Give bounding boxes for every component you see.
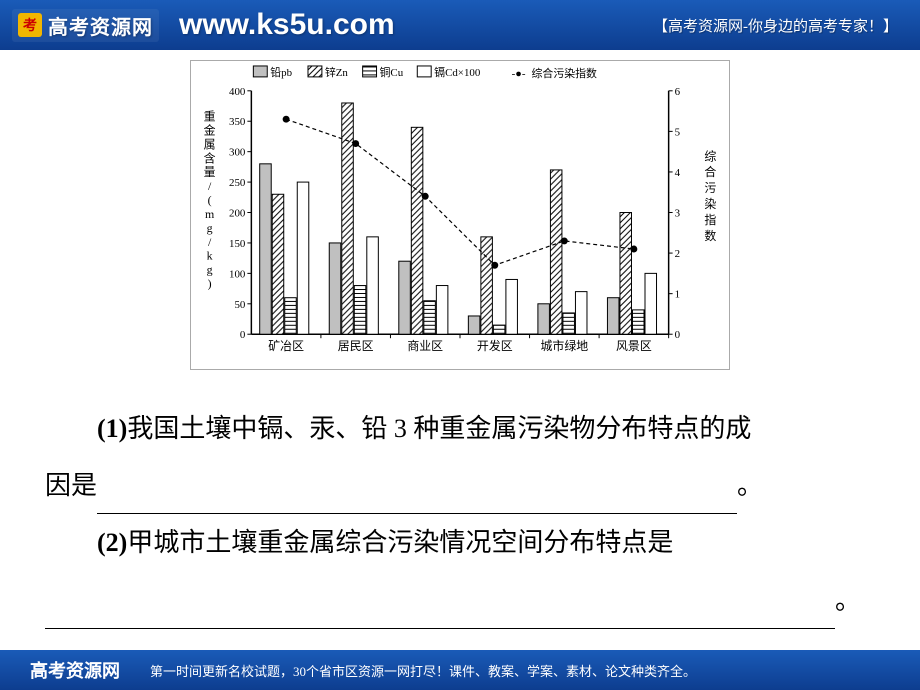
svg-text:300: 300 — [229, 147, 246, 159]
svg-text:100: 100 — [229, 268, 246, 280]
svg-text:1: 1 — [675, 289, 680, 301]
svg-text:锌Zn: 锌Zn — [325, 65, 349, 79]
svg-text:50: 50 — [234, 299, 245, 311]
svg-text:400: 400 — [229, 86, 246, 98]
logo-box: 考 高考资源网 — [12, 9, 159, 42]
footer-bar: 高考资源网 第一时间更新名校试题，30个省市区资源一网打尽！课件、教案、学案、素… — [0, 650, 920, 690]
svg-text:150: 150 — [229, 238, 246, 250]
svg-text:铅pb: 铅pb — [270, 65, 292, 79]
svg-text:): ) — [208, 277, 212, 291]
svg-text:综: 综 — [704, 149, 716, 163]
q1-blank-line: 因是。 — [45, 457, 875, 514]
svg-text:k: k — [207, 249, 213, 263]
svg-text:风景区: 风景区 — [616, 339, 652, 353]
svg-text:染: 染 — [704, 197, 716, 211]
svg-text:合: 合 — [704, 165, 716, 179]
question-body: (1)我国土壤中镉、汞、铅 3 种重金属污染物分布特点的成 因是。 (2)甲城市… — [0, 370, 920, 629]
q1-period: 。 — [737, 471, 763, 500]
svg-text:5: 5 — [675, 126, 681, 138]
content-area: 0501001502002503003504000123456重金属含量/(mg… — [0, 50, 920, 650]
q2-text: 甲城市土壤重金属综合污染情况空间分布特点是 — [127, 528, 673, 557]
footer-desc: 第一时间更新名校试题，30个省市区资源一网打尽！课件、教案、学案、素材、论文种类… — [150, 661, 696, 680]
svg-text:g: g — [207, 263, 213, 277]
svg-text:0: 0 — [675, 329, 681, 341]
svg-text:0: 0 — [240, 329, 246, 341]
q2-number: (2) — [97, 528, 127, 557]
svg-text:居民区: 居民区 — [338, 339, 374, 353]
header-url: www.ks5u.com — [179, 8, 395, 42]
svg-text:-●-: -●- — [512, 68, 526, 80]
svg-text:6: 6 — [675, 86, 681, 98]
q2-blank — [45, 598, 835, 629]
question-1: (1)我国土壤中镉、汞、铅 3 种重金属污染物分布特点的成 — [45, 400, 875, 457]
q2-period: 。 — [835, 586, 861, 615]
chart-container: 0501001502002503003504000123456重金属含量/(mg… — [190, 60, 730, 370]
svg-text:200: 200 — [229, 207, 246, 219]
svg-text:重: 重 — [204, 110, 216, 124]
svg-text:镉Cd×100: 镉Cd×100 — [434, 65, 481, 79]
svg-text:污: 污 — [704, 181, 716, 195]
svg-text:铜Cu: 铜Cu — [380, 65, 404, 79]
svg-text:指: 指 — [704, 213, 716, 227]
svg-text:数: 数 — [704, 229, 716, 243]
heavy-metal-chart: 0501001502002503003504000123456重金属含量/(mg… — [191, 61, 729, 369]
svg-text:量: 量 — [204, 165, 216, 179]
q2-blank-line: 。 — [45, 572, 875, 629]
svg-text:(: ( — [208, 193, 212, 207]
svg-text:开发区: 开发区 — [477, 339, 513, 353]
header-tagline: 【高考资源网-你身边的高考专家！】 — [653, 15, 898, 36]
svg-text:m: m — [205, 207, 215, 221]
svg-text:g: g — [207, 221, 213, 235]
svg-text:/: / — [208, 235, 212, 249]
svg-text:250: 250 — [229, 177, 246, 189]
svg-text:综合污染指数: 综合污染指数 — [532, 66, 598, 80]
svg-text:3: 3 — [675, 207, 681, 219]
footer-brand: 高考资源网 — [30, 657, 120, 683]
svg-text:含: 含 — [204, 151, 216, 165]
svg-text:2: 2 — [675, 248, 680, 260]
svg-text:商业区: 商业区 — [407, 339, 443, 353]
svg-text:/: / — [208, 179, 212, 193]
logo-icon: 考 — [18, 13, 42, 37]
svg-text:金: 金 — [204, 124, 216, 138]
header-bar: 考 高考资源网 www.ks5u.com 【高考资源网-你身边的高考专家！】 — [0, 0, 920, 50]
question-2: (2)甲城市土壤重金属综合污染情况空间分布特点是 — [45, 514, 875, 571]
svg-text:矿冶区: 矿冶区 — [268, 339, 304, 353]
svg-text:属: 属 — [204, 137, 216, 151]
svg-text:350: 350 — [229, 116, 246, 128]
svg-text:城市绿地: 城市绿地 — [541, 339, 589, 353]
q1-blank — [97, 483, 737, 514]
svg-text:4: 4 — [675, 167, 681, 179]
logo-text-cn: 高考资源网 — [48, 11, 153, 40]
